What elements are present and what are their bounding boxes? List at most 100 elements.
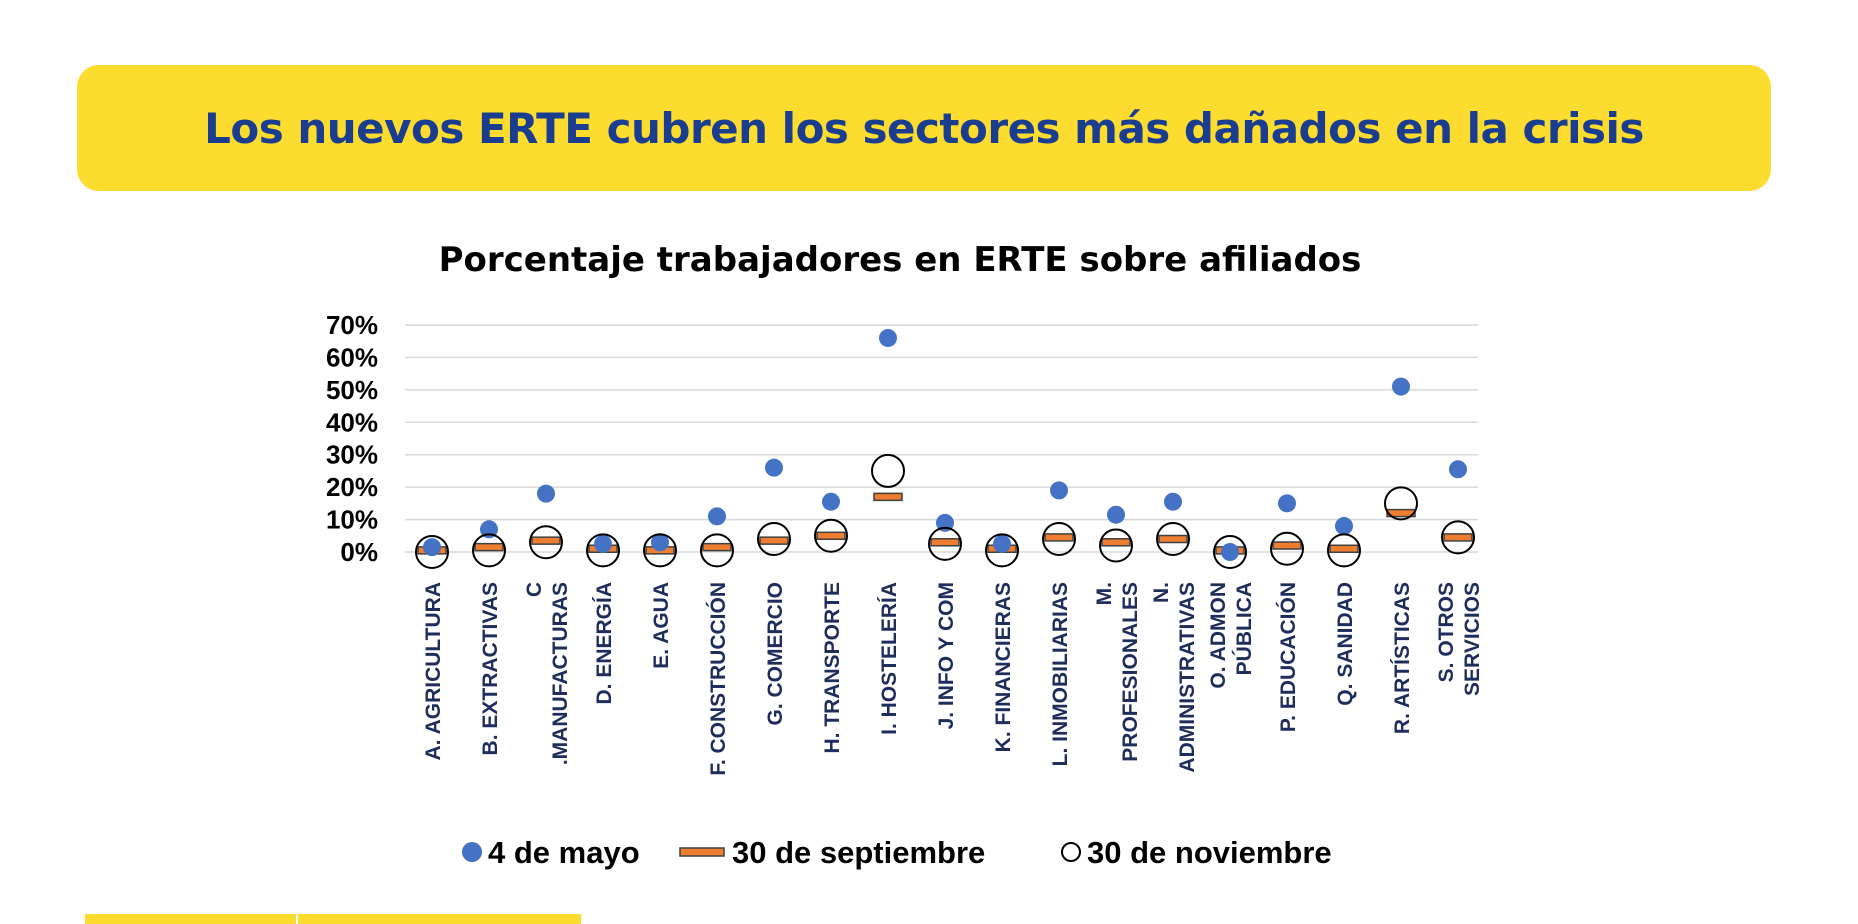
x-tick-label: M. PROFESIONALES (1093, 582, 1142, 762)
point-4-mayo (765, 458, 783, 477)
point-30-septiembre (1329, 544, 1359, 554)
y-tick-label: 70% (326, 310, 378, 340)
x-tick-label: G. COMERCIO (764, 582, 787, 726)
x-tick-label: E. AGUA (650, 582, 673, 669)
point-30-septiembre (702, 542, 732, 552)
x-tick-label: H. TRANSPORTE (821, 582, 844, 754)
y-tick-label: 60% (326, 342, 378, 372)
title-banner: Los nuevos ERTE cubren los sectores más … (77, 65, 1771, 191)
point-4-mayo (1221, 543, 1239, 561)
x-tick-label: Q. SANIDAD (1334, 582, 1357, 706)
point-4-mayo (936, 513, 954, 532)
point-4-mayo (822, 492, 840, 511)
x-tick-label: A. AGRICULTURA (422, 582, 445, 760)
x-tick-label: C .MANUFACTURAS (523, 582, 572, 765)
legend-marker-30-noviembre (1061, 842, 1081, 862)
point-30-noviembre (1099, 528, 1133, 563)
x-tick-label: B. EXTRACTIVAS (479, 582, 502, 755)
point-4-mayo (1392, 377, 1410, 396)
point-30-noviembre (871, 453, 905, 488)
bottom-tabs (85, 914, 581, 924)
x-tick-label-line: A. AGRICULTURA (422, 582, 445, 760)
x-tick-label-line: B. EXTRACTIVAS (479, 582, 502, 755)
point-30-noviembre (1441, 520, 1475, 555)
x-tick-label-line: I. HOSTELERÍA (878, 582, 901, 735)
x-tick-label-line: R. ARTÍSTICAS (1391, 582, 1414, 734)
x-tick-label: S. OTROS SERVICIOS (1435, 582, 1484, 696)
x-tick-label: R. ARTÍSTICAS (1391, 582, 1414, 734)
point-30-noviembre (643, 533, 677, 568)
point-4-mayo (537, 484, 555, 503)
y-tick-label: 30% (326, 440, 378, 470)
point-30-septiembre (1101, 538, 1131, 547)
point-30-septiembre (930, 538, 960, 547)
point-4-mayo (423, 538, 441, 557)
point-30-noviembre (1270, 531, 1304, 566)
x-tick-label-line: .MANUFACTURAS (549, 582, 572, 765)
x-tick-label-line: E. AGUA (650, 582, 673, 669)
point-30-noviembre (415, 535, 449, 569)
y-tick-label: 10% (326, 505, 378, 535)
y-tick-label: 50% (326, 375, 378, 405)
point-4-mayo (480, 520, 498, 539)
x-tick-label: N. ADMINISTRATIVAS (1150, 582, 1199, 773)
point-4-mayo (651, 533, 669, 552)
point-30-septiembre (474, 542, 504, 552)
x-tick-label-line: SERVICIOS (1461, 582, 1484, 696)
bottom-tab (298, 914, 581, 924)
point-30-septiembre (1158, 534, 1188, 544)
legend-label: 30 de septiembre (732, 835, 985, 870)
point-4-mayo (708, 507, 726, 526)
x-tick-label: P. EDUCACIÓN (1276, 582, 1300, 732)
x-tick-label-line: G. COMERCIO (764, 582, 787, 726)
point-30-septiembre (1386, 508, 1416, 518)
point-30-noviembre (928, 526, 962, 561)
y-tick-label: 40% (326, 407, 378, 437)
point-30-noviembre (985, 533, 1019, 568)
point-30-noviembre (1156, 522, 1190, 557)
point-30-septiembre (1272, 541, 1302, 550)
x-tick-label-line: D. ENERGÍA (593, 582, 616, 705)
point-30-noviembre (1384, 486, 1418, 521)
point-4-mayo (1278, 494, 1296, 513)
point-30-noviembre (472, 533, 506, 568)
x-tick-label: I. HOSTELERÍA (878, 582, 901, 735)
point-4-mayo (1050, 481, 1068, 500)
point-4-mayo (993, 534, 1011, 553)
x-tick-label: L. INMOBILIARIAS (1049, 582, 1072, 766)
point-30-septiembre (1443, 533, 1473, 542)
point-30-noviembre (814, 518, 848, 553)
point-4-mayo (1335, 517, 1353, 536)
point-4-mayo (1164, 492, 1182, 511)
point-4-mayo (879, 328, 897, 347)
y-tick-label: 20% (326, 472, 378, 502)
x-tick-label-line: J. INFO Y COM (935, 582, 958, 729)
x-tick-label-line: K. FINANCIERAS (992, 582, 1015, 752)
x-tick-label-line: C (523, 582, 546, 597)
x-tick-label: F. CONSTRUCCIÓN (706, 582, 730, 776)
x-tick-label-line: PÚBLICA (1232, 582, 1256, 675)
x-tick-label-line: H. TRANSPORTE (821, 582, 844, 754)
legend-label: 30 de noviembre (1087, 835, 1332, 870)
x-tick-label-line: P. EDUCACIÓN (1276, 582, 1300, 732)
bottom-tab (85, 914, 296, 924)
point-30-noviembre (700, 533, 734, 568)
x-tick-label-line: O. ADMON (1207, 582, 1230, 689)
point-30-noviembre (529, 525, 563, 560)
point-30-noviembre (1327, 533, 1361, 568)
point-30-noviembre (586, 533, 620, 568)
x-tick-label: D. ENERGÍA (593, 582, 616, 705)
x-tick-label-line: ADMINISTRATIVAS (1176, 582, 1199, 773)
point-30-noviembre (757, 522, 791, 557)
x-tick-label: K. FINANCIERAS (992, 582, 1015, 752)
banner-title: Los nuevos ERTE cubren los sectores más … (204, 103, 1644, 153)
legend-marker-30-septiembre (679, 847, 725, 857)
point-4-mayo (1107, 505, 1125, 524)
x-tick-label-line: PROFESIONALES (1119, 582, 1142, 762)
x-tick-label-line: S. OTROS (1435, 582, 1458, 682)
point-30-septiembre (873, 492, 903, 502)
x-tick-label-line: F. CONSTRUCCIÓN (706, 582, 730, 776)
x-tick-label: J. INFO Y COM (935, 582, 958, 729)
legend-label: 4 de mayo (488, 835, 640, 870)
